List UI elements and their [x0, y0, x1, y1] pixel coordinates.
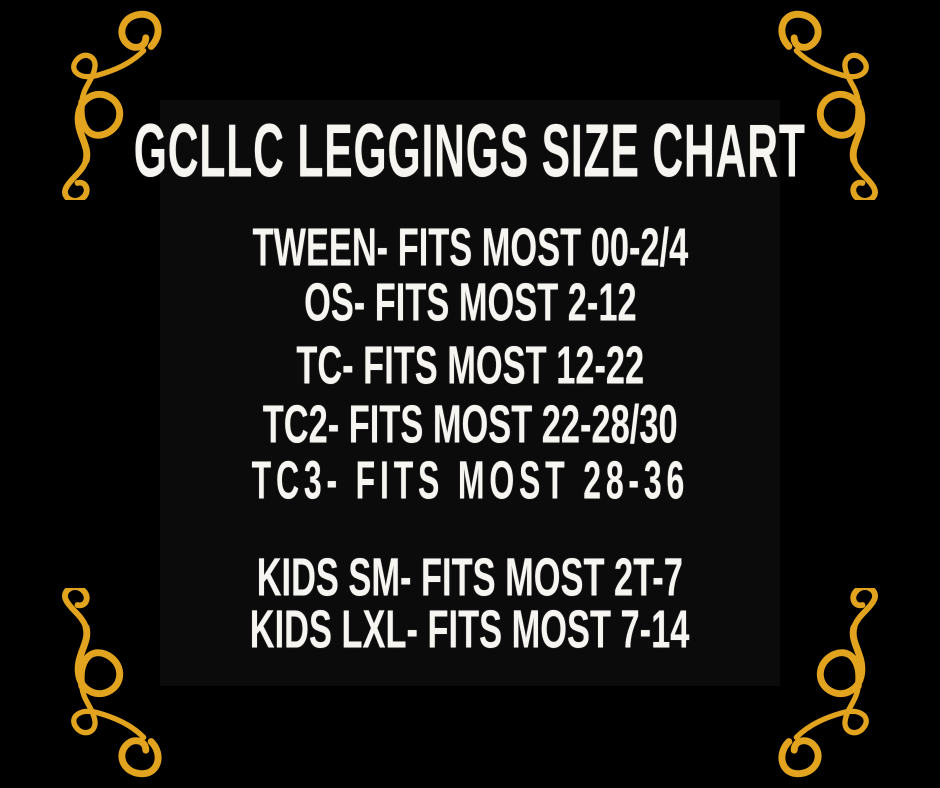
corner-flourish-bottom-left-icon: [5, 588, 165, 780]
size-row-os: OS- FITS MOST 2-12: [303, 273, 637, 333]
size-row-tc2: TC2- FITS MOST 22-28/30: [262, 395, 678, 455]
page-title: GCLLC LEGGINGS SIZE CHART: [134, 114, 805, 189]
corner-flourish-bottom-right-icon: [775, 588, 935, 780]
size-row-kids-sm: KIDS SM- FITS MOST 2T-7: [256, 548, 684, 608]
page-title-text: GCLLC LEGGINGS SIZE CHART: [134, 109, 806, 194]
size-row-tc3: TC3- FITS MOST 28-36: [251, 451, 689, 511]
size-row-kids-lxl: KIDS LXL- FITS MOST 7-14: [250, 600, 690, 660]
size-row-tween: TWEEN- FITS MOST 00-2/4: [252, 218, 688, 278]
size-row-tc: TC- FITS MOST 12-22: [296, 336, 644, 396]
size-chart-panel: GCLLC LEGGINGS SIZE CHART TWEEN- FITS MO…: [134, 100, 805, 686]
